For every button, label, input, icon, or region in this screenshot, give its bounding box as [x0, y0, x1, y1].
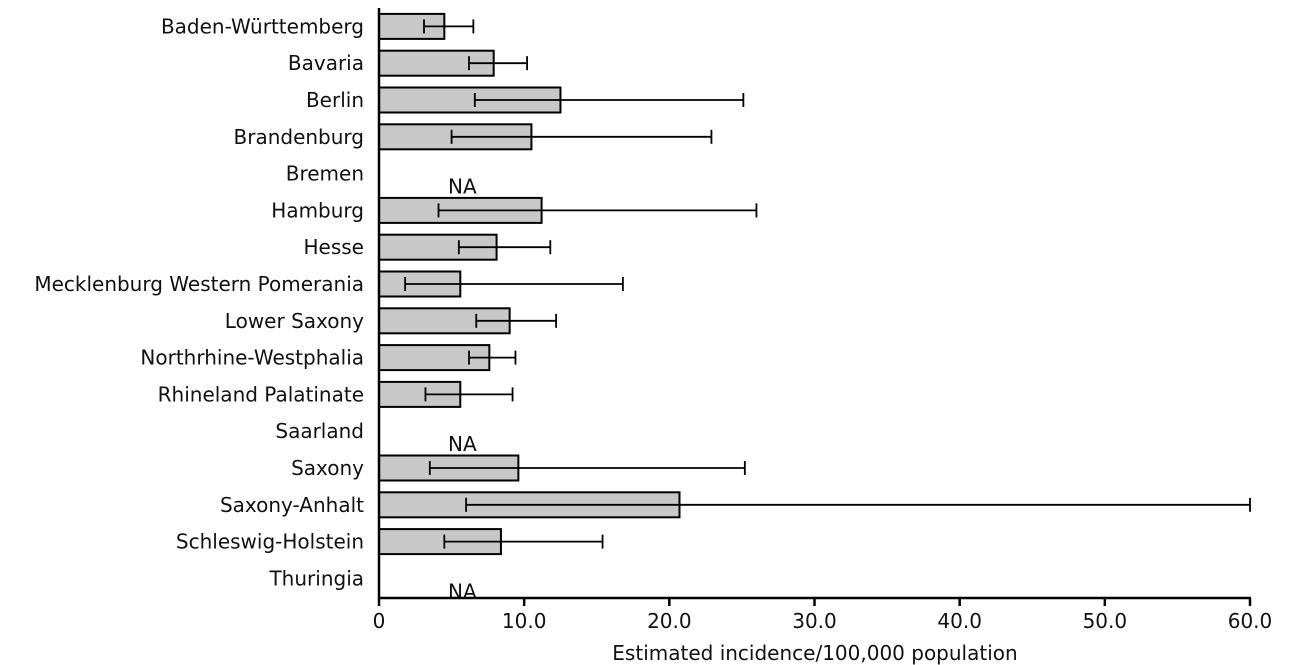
na-label-saarland: NA — [448, 432, 477, 456]
error-bar-brandenburg — [450, 129, 713, 144]
error-bar-schleswig-holstein — [443, 534, 604, 549]
error-bar-baden-wurttemberg — [423, 19, 475, 34]
x-tick-label-6: 60.0 — [1228, 609, 1273, 633]
category-label-bavaria: Bavaria — [288, 51, 364, 75]
category-label-berlin: Berlin — [306, 88, 364, 112]
category-label-mecklenburg-western-pomerania: Mecklenburg Western Pomerania — [34, 272, 364, 296]
category-label-brandenburg: Brandenburg — [234, 125, 365, 149]
error-bar-hesse — [457, 240, 552, 255]
x-tick-label-0: 0 — [373, 609, 386, 633]
category-label-northrhine-westphalia: Northrhine-Westphalia — [140, 346, 364, 370]
category-label-saarland: Saarland — [275, 419, 364, 443]
error-bar-lower-saxony — [475, 313, 558, 328]
category-label-rhineland-palatinate: Rhineland Palatinate — [158, 382, 364, 406]
category-label-saxony: Saxony — [291, 456, 364, 480]
na-labels: NA NA NA — [448, 175, 477, 604]
na-label-thuringia: NA — [448, 579, 477, 603]
error-bar-northrhine-westphalia — [468, 350, 517, 365]
category-label-lower-saxony: Lower Saxony — [225, 309, 364, 333]
error-bar-bavaria — [468, 56, 528, 71]
error-bar-saxony-anhalt — [465, 497, 1251, 512]
x-tick-label-1: 10.0 — [502, 609, 547, 633]
x-axis-title: Estimated incidence/100,000 population — [612, 641, 1017, 665]
category-label-bremen: Bremen — [286, 162, 364, 186]
x-tick-label-4: 40.0 — [937, 609, 982, 633]
category-label-thuringia: Thuringia — [268, 566, 364, 590]
x-ticks: 0 10.0 20.0 30.0 40.0 50.0 60.0 — [373, 598, 1273, 633]
category-label-schleswig-holstein: Schleswig-Holstein — [176, 530, 364, 554]
category-label-saxony-anhalt: Saxony-Anhalt — [220, 493, 364, 517]
na-label-bremen: NA — [448, 175, 477, 199]
category-label-hesse: Hesse — [304, 235, 365, 259]
x-tick-label-3: 30.0 — [792, 609, 837, 633]
x-tick-label-2: 20.0 — [647, 609, 692, 633]
error-bar-saxony — [428, 461, 746, 475]
error-bar-berlin — [473, 93, 745, 107]
category-labels: Baden-Württemberg Bavaria Berlin Brandenbur… — [34, 14, 364, 590]
x-tick-label-5: 50.0 — [1083, 609, 1128, 633]
error-bar-rhineland-palatinate — [424, 387, 514, 402]
category-label-hamburg: Hamburg — [271, 198, 364, 222]
error-bar-mecklenburg-western-pomerania — [404, 277, 624, 291]
error-bar-hamburg — [437, 203, 758, 218]
category-label-baden-wurttemberg: Baden-Württemberg — [161, 14, 364, 38]
error-bars — [404, 19, 1251, 549]
